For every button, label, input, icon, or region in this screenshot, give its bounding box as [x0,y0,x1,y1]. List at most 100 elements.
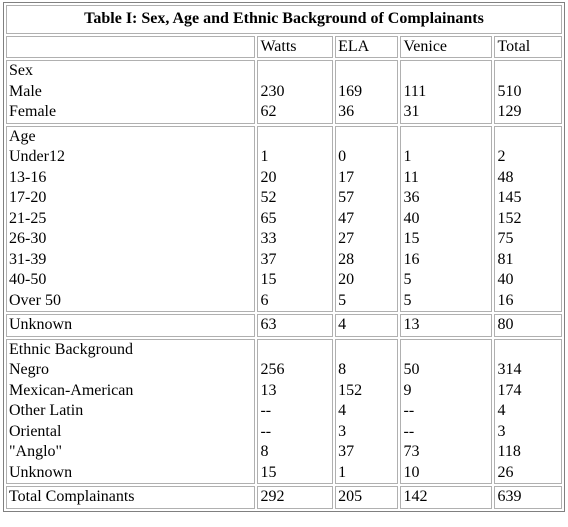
value-cell: 639 [494,486,562,509]
cell-value: 75 [497,230,514,247]
cell-value: 0 [338,148,347,165]
value-cell: 80 [494,314,562,337]
spacer [338,61,395,82]
header-cell [6,35,256,58]
header-text: Total [497,37,531,55]
label-cell: Ethnic Background Negro Mexican-American Ot… [6,338,256,484]
group-row: Sex Male Female 230 62 169 36 111 31 510 129 [6,60,562,124]
header-text: Venice [403,37,448,55]
value-cell: 4 [335,314,399,337]
cell-value: 52 [260,189,277,206]
cell-value: -- [260,402,272,419]
cell-value: 13 [260,381,277,399]
cell-value: 33 [260,230,277,247]
value-cell: 169 36 [335,60,399,124]
cell-value: 11 [403,168,419,186]
cell-value: 36 [338,103,355,120]
row-label: 21-25 [9,209,47,227]
cell-value: 40 [497,271,514,288]
header-cell: Watts [257,35,334,58]
label-cell: Sex Male Female [6,60,256,124]
header-text: ELA [338,37,370,55]
cell-value: 62 [260,103,277,120]
spacer [260,61,330,82]
cell-value: 1 [403,148,412,165]
row-label: Unknown [9,463,73,481]
cell-value: 4 [338,316,347,333]
row-label: 40-50 [9,271,47,288]
cell-value: 50 [403,361,420,378]
header-text [9,37,252,58]
row-label: Unknown [9,316,73,333]
cell-value: 5 [338,291,347,309]
cell-value: 169 [338,82,363,100]
cell-value: 10 [403,463,420,481]
spacer [403,340,489,361]
value-cell: 314 174 4 3 118 26 [494,338,562,484]
cell-value: 8 [338,361,347,378]
cell-value: 48 [497,168,514,186]
row-label: "Anglo" [9,443,63,460]
cell-value: 26 [497,463,514,481]
header-cell: Venice [400,35,493,58]
row-label: Negro [9,361,49,378]
value-cell: 0 17 57 47 27 28 20 5 [335,125,399,312]
row-label: Over 50 [9,291,61,309]
cell-value: 57 [338,189,355,206]
spacer [403,61,489,82]
cell-value: 118 [497,443,521,460]
spacer [497,127,559,148]
cell-value: 2 [497,148,506,165]
row-label: 31-39 [9,250,47,268]
cell-value: 129 [497,103,522,120]
cell-value: 63 [260,316,277,333]
cell-value: 111 [403,82,427,100]
row-label: Male [9,82,42,100]
cell-value: 9 [403,381,412,399]
cell-value: 152 [497,209,522,227]
value-cell: 8 152 4 3 37 1 [335,338,399,484]
cell-value: 1 [338,463,347,481]
cell-value: 80 [497,316,514,333]
cell-value: 5 [403,291,412,309]
spacer [260,340,330,361]
header-cell: ELA [335,35,399,58]
cell-value: 36 [403,189,420,206]
cell-value: 256 [260,361,285,378]
group-heading: Ethnic Background [9,340,133,358]
row-label: 26-30 [9,230,47,247]
value-cell: 1 11 36 40 15 16 5 5 [400,125,493,312]
cell-value: 65 [260,209,277,227]
group-row: Ethnic Background Negro Mexican-American Ot… [6,338,562,484]
cell-value: 37 [338,443,355,460]
cell-value: 31 [403,103,420,120]
cell-value: 15 [260,463,277,481]
value-cell: 13 [400,314,493,337]
label-cell: Total Complainants [6,486,256,509]
cell-value: 15 [260,271,277,288]
cell-value: 73 [403,443,420,460]
group-row: Age Under12 13-16 17-20 21-25 26-30 31-39 40-50… [6,125,562,312]
row-label: Mexican-American [9,381,134,399]
value-cell: 292 [257,486,334,509]
table-title: Table I: Sex, Age and Ethnic Background … [6,5,562,34]
value-cell: 1 20 52 65 33 37 15 6 [257,125,334,312]
spacer [338,127,395,148]
cell-value: 174 [497,381,522,399]
value-cell: 510 129 [494,60,562,124]
cell-value: 15 [403,230,420,247]
cell-value: 152 [338,381,363,399]
cell-value: 6 [260,291,269,309]
cell-value: -- [403,402,415,419]
spacer [497,340,559,361]
spacer [403,127,489,148]
value-cell: 50 9 -- -- 73 10 [400,338,493,484]
cell-value: 16 [403,250,420,268]
cell-value: 145 [497,189,522,206]
cell-value: 17 [338,168,355,186]
row-label: Total Complainants [9,488,135,505]
row-label: 13-16 [9,168,47,186]
cell-value: -- [403,422,415,440]
group-row: Unknown 63 4 13 80 [6,314,562,337]
cell-value: 142 [403,488,428,505]
